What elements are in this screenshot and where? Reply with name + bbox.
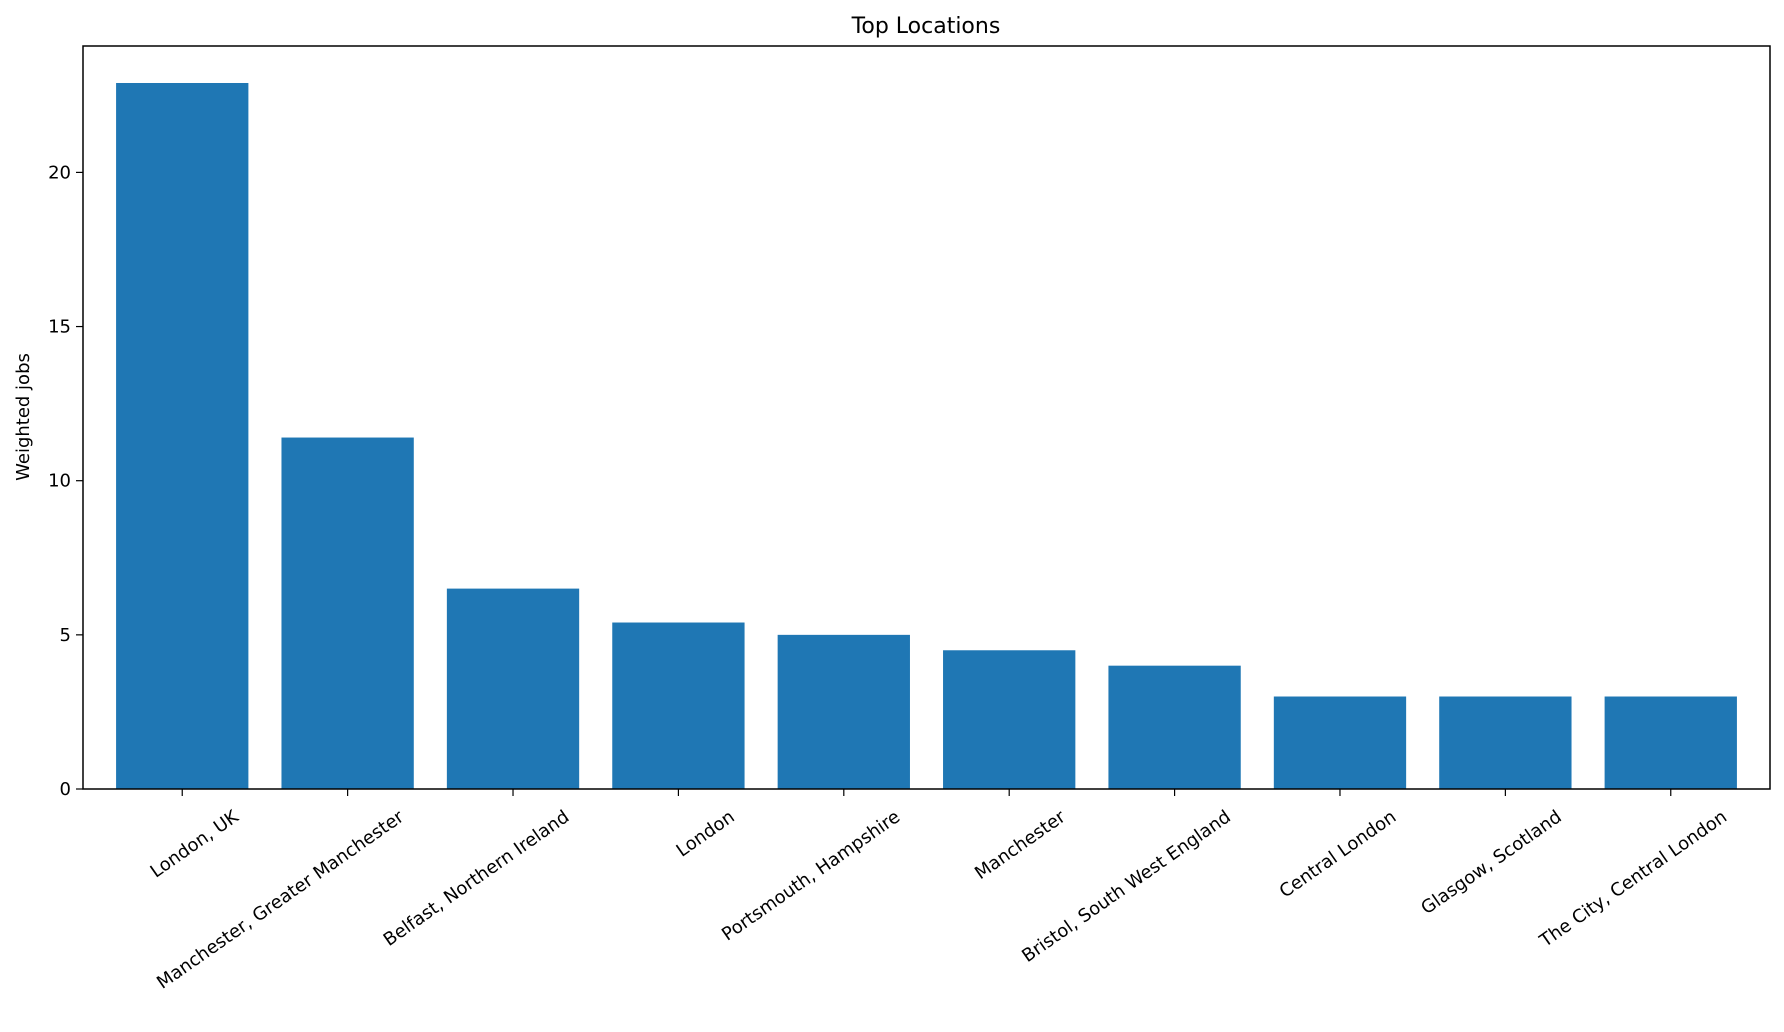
x-tick-label: Glasgow, Scotland	[1417, 806, 1565, 919]
bar	[446, 588, 580, 789]
x-tick-label: London	[673, 806, 739, 861]
y-axis-ticks: 0 5 10 15 20	[48, 162, 83, 800]
bar	[1439, 696, 1572, 789]
bar	[1108, 665, 1241, 789]
bar	[1604, 696, 1737, 789]
x-tick-label: Belfast, Northern Ireland	[380, 806, 574, 950]
x-tick-label: Central London	[1276, 806, 1400, 902]
plot-frame	[82, 45, 1771, 790]
y-tick-label: 20	[48, 162, 71, 183]
bar	[943, 650, 1076, 789]
y-tick-label: 15	[48, 317, 71, 338]
bar	[281, 437, 414, 789]
y-axis-label: Weighted jobs	[13, 353, 34, 481]
y-tick-label: 0	[60, 779, 71, 800]
y-tick-label: 10	[48, 471, 71, 492]
x-tick-label: London, UK	[147, 806, 244, 883]
y-tick-label: 5	[60, 625, 71, 646]
bars-group	[116, 82, 1737, 789]
x-tick-label: Portsmouth, Hampshire	[718, 806, 904, 945]
bar	[777, 634, 910, 789]
bar	[1273, 696, 1407, 789]
bar	[612, 622, 745, 789]
x-tick-label: Manchester	[971, 806, 1070, 884]
chart-title: Top Locations	[851, 14, 1001, 39]
x-tick-label: The City, Central London	[1535, 806, 1731, 952]
bar	[116, 82, 249, 789]
